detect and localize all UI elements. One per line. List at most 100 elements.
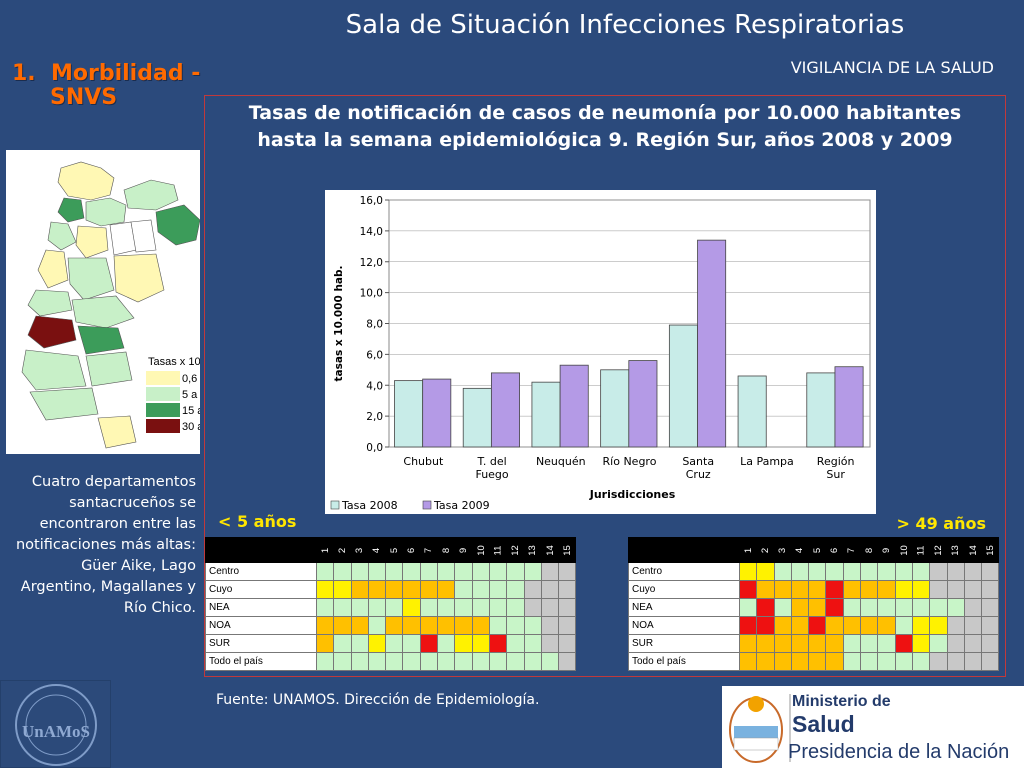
heatmap-cell xyxy=(419,616,439,635)
heatmap-cell xyxy=(454,562,473,581)
heatmap-cell xyxy=(488,652,508,671)
heatmap-header-row: 1 2 3 4 5 6 7 8 9 10 11 12 13 14 15 xyxy=(628,537,1000,563)
heatmap-week-header: 15 xyxy=(981,537,1000,563)
heatmap-cell xyxy=(385,562,404,581)
heatmap-cell xyxy=(756,562,775,581)
heatmap-cell xyxy=(540,634,560,653)
heatmap-week-header: 6 xyxy=(402,537,421,563)
heatmap-cell xyxy=(333,652,352,671)
heatmap-row: SUR xyxy=(628,634,1000,653)
heatmap-cell xyxy=(756,652,775,671)
heatmap-cell xyxy=(825,616,844,635)
heatmap-cell xyxy=(963,562,983,581)
heatmap-week-header: 1 xyxy=(315,537,335,563)
heatmap-week-header: 14 xyxy=(963,537,983,563)
section-number: 1. xyxy=(12,61,36,86)
heatmap-cell xyxy=(946,634,965,653)
heatmap-row-label: NEA xyxy=(628,598,740,617)
heatmap-cell xyxy=(454,634,473,653)
y-tick-label: 2,0 xyxy=(366,411,383,423)
legend-label: Tasa 2008 xyxy=(341,499,398,512)
heatmap-week-header: 4 xyxy=(790,537,810,563)
heatmap-week-header: 11 xyxy=(911,537,931,563)
heatmap-cell xyxy=(756,580,775,599)
heatmap-row-label: Cuyo xyxy=(628,580,740,599)
heatmap-cell xyxy=(350,598,369,617)
heatmap-week-header: 5 xyxy=(808,537,827,563)
heatmap-cell xyxy=(773,616,792,635)
heatmap-week-header: 11 xyxy=(488,537,508,563)
heatmap-cell xyxy=(756,598,775,617)
x-tick-label: Sur xyxy=(826,468,845,481)
unamos-logo: UnAMoS xyxy=(0,680,111,768)
heatmap-cell xyxy=(738,598,758,617)
heatmap-corner xyxy=(205,537,317,563)
heatmap-cell xyxy=(738,562,758,581)
heatmap-week-header: 1 xyxy=(738,537,758,563)
heatmap-cell xyxy=(471,598,490,617)
heatmap-cell xyxy=(385,580,404,599)
bar-chart-svg: 0,0 2,0 4,0 6,0 8,0 10,0 12,0 14,0 16,0 Chubut T. … xyxy=(330,195,871,512)
heatmap-cell xyxy=(929,616,948,635)
map-panel: Tasas x 10.000 hab 0,6 a 4,9 5 a 14,9 15… xyxy=(6,150,243,454)
heatmap-cell xyxy=(825,562,844,581)
heatmap-cell xyxy=(350,652,369,671)
heatmap-cell xyxy=(333,616,352,635)
heatmap-row: Centro xyxy=(628,562,1000,581)
heatmap-cell xyxy=(825,634,844,653)
x-tick-label: Santa xyxy=(682,455,714,468)
heatmap-cell xyxy=(367,580,387,599)
heatmap-cell xyxy=(911,562,931,581)
heatmap-cell xyxy=(402,562,421,581)
heatmap-cell xyxy=(825,580,844,599)
heatmap-cell xyxy=(454,580,473,599)
heatmap-cell xyxy=(540,652,560,671)
heatmap-week-header: 4 xyxy=(367,537,387,563)
heatmap-cell xyxy=(471,616,490,635)
y-tick-label: 10,0 xyxy=(360,288,383,300)
source-note: Fuente: UNAMOS. Dirección de Epidemiolog… xyxy=(216,692,540,708)
heatmap-week-header: 15 xyxy=(558,537,577,563)
heatmap-cell xyxy=(471,652,490,671)
heatmap-cell xyxy=(540,616,560,635)
heatmap-cell xyxy=(790,580,810,599)
heatmap-cell xyxy=(315,580,335,599)
heatmap-cell xyxy=(877,562,896,581)
heatmap-week-header: 2 xyxy=(333,537,352,563)
heatmap-cell xyxy=(808,616,827,635)
heatmap-row-label: Cuyo xyxy=(205,580,317,599)
x-tick-label: La Pampa xyxy=(740,455,794,468)
heatmap-cell xyxy=(929,598,948,617)
legend-label-3: 15 a 29,9 xyxy=(182,405,200,417)
heatmap-cell xyxy=(790,652,810,671)
heatmap-cell xyxy=(808,652,827,671)
heatmap-cell xyxy=(911,580,931,599)
legend-swatch xyxy=(330,500,340,510)
bar xyxy=(628,360,658,448)
heatmap-cell xyxy=(842,634,862,653)
heatmap-cell xyxy=(558,580,577,599)
heatmap-cell xyxy=(808,580,827,599)
heatmap-cell xyxy=(558,616,577,635)
ministry-line2: Salud xyxy=(792,711,855,737)
heatmap-cell xyxy=(402,616,421,635)
x-tick-label: Neuquén xyxy=(536,455,586,468)
heatmap-cell xyxy=(981,580,1000,599)
legend-swatch-3 xyxy=(146,403,180,417)
heatmap-cell xyxy=(402,634,421,653)
heatmap-cell xyxy=(402,598,421,617)
heatmap-cell xyxy=(894,598,913,617)
page-title: Sala de Situación Infecciones Respirator… xyxy=(345,10,905,40)
heatmap-cell xyxy=(946,652,965,671)
heatmap-cell xyxy=(738,652,758,671)
heatmap-cell xyxy=(488,562,508,581)
chart-heading: Tasas de notificación de casos de neumon… xyxy=(248,102,962,151)
heatmap-cell xyxy=(419,634,439,653)
heatmap-row-label: Centro xyxy=(205,562,317,581)
heatmap-cell xyxy=(506,616,525,635)
heatmap-cell xyxy=(367,616,387,635)
bar xyxy=(490,372,520,448)
y-tick-label: 14,0 xyxy=(360,226,383,238)
x-tick-label: Región xyxy=(817,455,855,468)
unamos-logo-text: UnAMoS xyxy=(22,722,90,741)
